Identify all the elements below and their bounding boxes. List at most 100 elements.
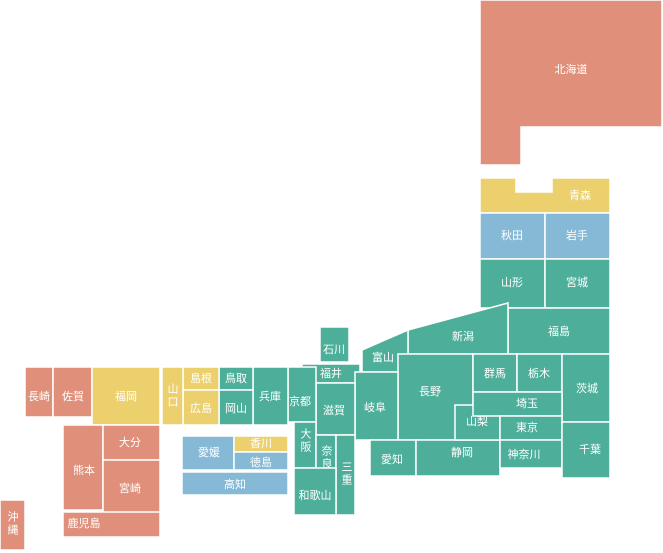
prefecture-label: 鳥取 bbox=[225, 371, 247, 385]
prefecture[interactable]: 兵庫 bbox=[252, 366, 289, 426]
prefecture[interactable]: 広島 bbox=[182, 389, 220, 426]
prefecture-shape[interactable] bbox=[181, 471, 289, 496]
prefecture[interactable]: 北海道 bbox=[479, 0, 663, 166]
prefecture[interactable]: 栃木 bbox=[516, 353, 563, 393]
prefecture-label: 長野 bbox=[419, 385, 441, 398]
prefecture-label: 岡山 bbox=[225, 402, 247, 415]
prefecture[interactable]: 大阪 bbox=[293, 421, 317, 469]
prefecture[interactable]: 宮城 bbox=[544, 258, 611, 309]
prefecture[interactable]: 佐賀 bbox=[52, 366, 93, 418]
prefecture-shape[interactable] bbox=[319, 326, 350, 363]
prefecture[interactable]: 沖縄 bbox=[0, 499, 26, 551]
prefecture-label: 東京 bbox=[516, 420, 538, 434]
prefecture-label: 青森 bbox=[569, 188, 591, 202]
prefecture-label: 岩手 bbox=[566, 228, 588, 242]
prefecture-label: 神奈川 bbox=[508, 447, 541, 461]
prefecture[interactable]: 群馬 bbox=[472, 353, 518, 393]
prefecture[interactable]: 福島 bbox=[507, 307, 611, 355]
prefecture-label: 栃木 bbox=[528, 366, 550, 380]
prefecture-shape[interactable] bbox=[233, 451, 289, 471]
prefecture-label: 茨城 bbox=[576, 381, 598, 395]
prefecture-label: 大阪 bbox=[299, 427, 312, 454]
prefecture-label: 滋賀 bbox=[323, 404, 345, 417]
prefecture[interactable]: 埼玉 bbox=[472, 391, 563, 417]
prefecture[interactable]: 大分 bbox=[102, 424, 161, 461]
prefecture[interactable]: 山口 bbox=[161, 366, 184, 426]
prefecture[interactable]: 高知 bbox=[181, 471, 289, 496]
prefecture[interactable]: 秋田 bbox=[479, 212, 546, 260]
prefecture[interactable]: 熊本 bbox=[62, 424, 104, 511]
prefecture-label: 秋田 bbox=[501, 228, 523, 242]
prefecture-label: 奈良 bbox=[320, 444, 333, 471]
prefecture-label: 三重 bbox=[340, 461, 353, 487]
prefecture-label: 福島 bbox=[548, 324, 570, 338]
prefecture-label: 千葉 bbox=[579, 442, 601, 456]
prefecture[interactable]: 徳島 bbox=[233, 451, 289, 471]
prefecture-label: 徳島 bbox=[250, 455, 272, 469]
prefecture-shape[interactable] bbox=[62, 511, 161, 538]
prefecture[interactable]: 三重 bbox=[335, 434, 356, 516]
prefecture[interactable]: 新潟 bbox=[407, 302, 509, 355]
prefecture[interactable]: 青森 bbox=[479, 177, 611, 214]
prefecture-shape[interactable] bbox=[161, 366, 184, 426]
prefecture[interactable]: 神奈川 bbox=[499, 439, 563, 469]
prefecture-label: 山口 bbox=[166, 383, 179, 409]
prefecture[interactable]: 長崎 bbox=[24, 366, 54, 418]
prefecture-label: 山梨 bbox=[466, 414, 488, 428]
prefecture[interactable]: 岡山 bbox=[218, 389, 254, 426]
prefecture-label: 愛知 bbox=[381, 452, 403, 466]
prefecture[interactable]: 和歌山 bbox=[293, 467, 337, 516]
prefecture-label: 群馬 bbox=[484, 366, 506, 380]
prefecture-shape[interactable] bbox=[561, 421, 611, 479]
prefecture-label: 新潟 bbox=[452, 329, 474, 343]
prefecture-label: 埼玉 bbox=[516, 396, 538, 410]
prefecture[interactable]: 愛媛 bbox=[181, 435, 235, 471]
prefecture-label: 京都 bbox=[289, 394, 311, 408]
prefecture-label: 高知 bbox=[224, 477, 246, 491]
prefecture-label: 鹿児島 bbox=[68, 516, 101, 530]
prefecture-label: 山形 bbox=[501, 276, 523, 289]
prefecture-label: 愛媛 bbox=[198, 445, 220, 459]
prefecture-label: 福岡 bbox=[115, 389, 137, 403]
prefecture-label: 島根 bbox=[190, 371, 212, 385]
prefecture-shape[interactable] bbox=[407, 302, 509, 355]
prefecture-label: 静岡 bbox=[451, 445, 473, 459]
prefecture[interactable]: 東京 bbox=[499, 415, 563, 441]
prefecture[interactable]: 茨城 bbox=[561, 353, 611, 423]
prefecture[interactable]: 岩手 bbox=[544, 212, 611, 260]
prefecture-label: 沖縄 bbox=[6, 511, 19, 537]
prefecture-label: 兵庫 bbox=[259, 389, 281, 403]
prefecture-label: 和歌山 bbox=[299, 488, 332, 502]
prefecture-label: 福井 bbox=[320, 366, 342, 380]
prefecture-label: 岐阜 bbox=[364, 401, 386, 414]
prefecture[interactable]: 山形 bbox=[479, 258, 546, 309]
prefecture[interactable]: 千葉 bbox=[561, 421, 611, 479]
prefecture[interactable]: 香川 bbox=[233, 435, 289, 453]
prefecture-label: 北海道 bbox=[555, 62, 588, 76]
prefecture-label: 佐賀 bbox=[62, 389, 84, 403]
prefecture[interactable]: 宮崎 bbox=[102, 459, 161, 519]
prefecture-label: 富山 bbox=[372, 350, 394, 364]
prefecture-label: 香川 bbox=[250, 437, 272, 450]
prefecture-label: 宮城 bbox=[566, 275, 588, 289]
prefecture[interactable]: 福岡 bbox=[91, 366, 161, 426]
prefecture[interactable]: 鳥取 bbox=[218, 366, 254, 391]
prefecture-shape[interactable] bbox=[293, 467, 337, 516]
prefecture[interactable]: 石川 bbox=[319, 326, 350, 363]
prefecture-shape[interactable] bbox=[479, 0, 663, 166]
prefecture[interactable]: 愛知 bbox=[369, 439, 417, 477]
prefecture-shape[interactable] bbox=[0, 499, 26, 551]
prefecture-label: 宮崎 bbox=[119, 481, 141, 495]
prefecture-label: 熊本 bbox=[73, 463, 95, 477]
prefecture[interactable]: 島根 bbox=[182, 366, 220, 391]
prefecture[interactable]: 京都 bbox=[287, 366, 317, 423]
prefecture[interactable]: 鹿児島 bbox=[62, 511, 161, 538]
prefecture[interactable]: 岐阜 bbox=[354, 371, 399, 441]
prefecture[interactable]: 静岡 bbox=[415, 439, 501, 477]
prefecture[interactable]: 滋賀 bbox=[315, 382, 356, 436]
prefecture-label: 石川 bbox=[323, 343, 345, 356]
prefecture-label: 広島 bbox=[190, 401, 212, 415]
prefecture-label: 大分 bbox=[119, 435, 141, 449]
prefecture-label: 長崎 bbox=[28, 389, 50, 403]
